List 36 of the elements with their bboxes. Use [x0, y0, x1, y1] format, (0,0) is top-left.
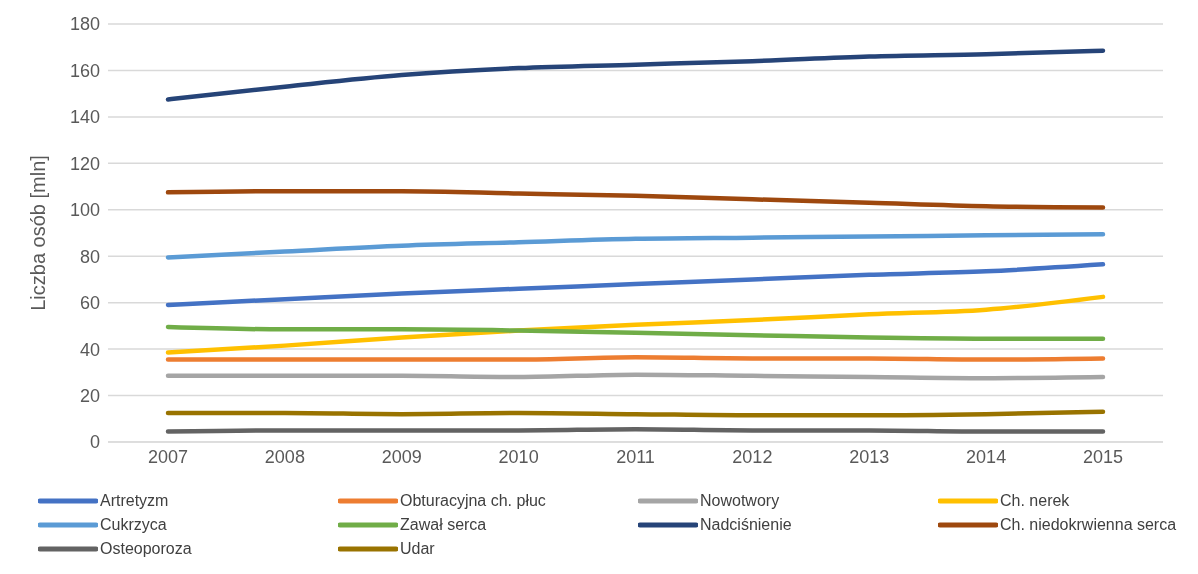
line-series: [165, 324, 1106, 341]
x-tick-label: 2011: [616, 446, 655, 467]
y-tick-label: 100: [69, 200, 100, 221]
x-tick-label: 2009: [381, 446, 422, 467]
x-tick-label: 2008: [264, 446, 305, 467]
legend-label: Nowotwory: [700, 492, 780, 510]
legend-label: Artretyzm: [100, 492, 169, 510]
legend-label: Nadciśnienie: [700, 516, 792, 534]
line-series: [165, 231, 1106, 260]
y-tick-label: 80: [79, 246, 100, 267]
x-tick-label: 2007: [147, 446, 189, 467]
y-tick-label: 40: [79, 339, 100, 360]
legend-label: Cukrzyca: [100, 516, 167, 534]
legend-label: Ch. niedokrwienna serca: [1000, 516, 1177, 534]
legend-label: Osteoporoza: [100, 540, 192, 558]
line-series: [165, 48, 1106, 102]
line-series: [165, 188, 1106, 210]
y-axis-title: Liczba osób [mln]: [27, 155, 50, 311]
y-tick-label: 60: [79, 293, 100, 314]
y-tick-label: 180: [69, 14, 100, 35]
line-series: [165, 294, 1106, 355]
y-tick-label: 160: [69, 60, 100, 81]
x-tick-label: 2015: [1082, 446, 1124, 467]
y-tick-label: 0: [89, 432, 100, 453]
legend-label: Udar: [400, 540, 435, 558]
legend-label: Obturacyjna ch. płuc: [400, 492, 546, 510]
y-tick-label: 20: [79, 385, 100, 406]
line-series: [165, 262, 1106, 308]
legend-label: Ch. nerek: [1000, 492, 1070, 510]
x-tick-label: 2010: [498, 446, 539, 467]
y-tick-label: 120: [69, 153, 100, 174]
x-tick-label: 2012: [732, 446, 773, 467]
legend-label: Zawał serca: [400, 516, 487, 534]
x-tick-label: 2013: [849, 446, 890, 467]
x-tick-label: 2014: [966, 446, 1007, 467]
y-tick-label: 140: [69, 107, 100, 128]
